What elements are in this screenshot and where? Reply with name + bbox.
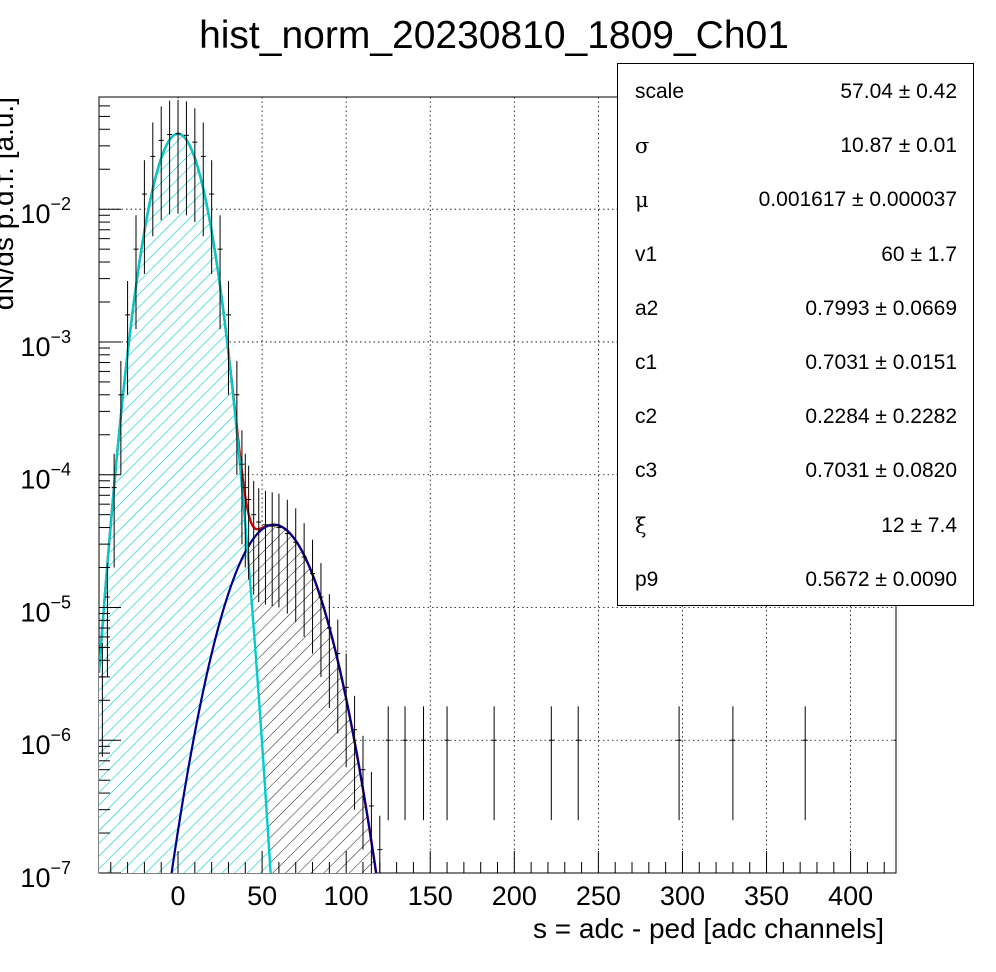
stats-param-name: c1	[635, 351, 658, 374]
stats-param-name: a2	[635, 296, 659, 320]
stats-row: a2 0.7993 ± 0.0669	[618, 282, 973, 336]
x-tick-label: 200	[492, 881, 537, 911]
x-tick-label: 0	[171, 881, 186, 911]
y-tick-label: 10−6	[20, 725, 71, 760]
y-tick-label: 10−3	[20, 327, 71, 362]
y-axis-label: dN/ds p.d.f. [a.u.]	[0, 97, 19, 310]
stats-param-name: c3	[635, 459, 658, 483]
y-tick-label: 10−4	[20, 460, 71, 495]
stats-param-name: p9	[635, 567, 659, 591]
chart-title: hist_norm_20230810_1809_Ch01	[199, 14, 789, 57]
x-axis-label: s = adc - ped [adc channels]	[533, 913, 884, 944]
stats-param-name: v1	[635, 242, 658, 266]
x-tick-label: 400	[828, 881, 873, 911]
x-tick-label: 300	[660, 881, 705, 911]
stats-param-name: σ	[635, 134, 650, 159]
y-tick-label: 10−7	[20, 858, 71, 893]
x-tick-label: 150	[408, 881, 453, 911]
stats-row: p9 0.5672 ± 0.0090	[618, 553, 973, 607]
stats-row: c1 0.7031 ± 0.0151	[618, 336, 973, 390]
stats-row: σ 10.87 ± 0.01	[618, 119, 973, 173]
stats-param-name: ξ	[635, 513, 647, 538]
stats-param-value: 0.001617 ± 0.000037	[758, 188, 957, 212]
stats-param-value: 10.87 ± 0.01	[840, 134, 957, 158]
stats-row: ξ 12 ± 7.4	[618, 499, 973, 553]
x-tick-label: 100	[324, 881, 369, 911]
pedestal-hatched-area	[99, 133, 271, 873]
stats-param-name: c2	[635, 405, 658, 429]
stats-row: scale 57.04 ± 0.42	[618, 65, 973, 119]
stats-param-value: 0.2284 ± 0.2282	[805, 405, 957, 429]
stats-row: c3 0.7031 ± 0.0820	[618, 444, 973, 498]
signal-fit-curve	[170, 523, 378, 873]
stats-row: v1 60 ± 1.7	[618, 228, 973, 282]
stats-row: μ 0.001617 ± 0.000037	[618, 173, 973, 227]
stats-param-value: 0.7993 ± 0.0669	[805, 296, 957, 320]
fit-stats-box: scale 57.04 ± 0.42 σ 10.87 ± 0.01 μ 0.001617 …	[617, 63, 974, 606]
stats-param-value: 0.7031 ± 0.0820	[805, 459, 957, 483]
stats-param-value: 12 ± 7.4	[881, 513, 957, 537]
stats-param-value: 57.04 ± 0.42	[840, 80, 957, 103]
stats-param-name: μ	[635, 188, 649, 213]
x-tick-label: 50	[247, 881, 277, 911]
stats-param-value: 0.7031 ± 0.0151	[805, 351, 957, 374]
y-tick-label: 10−2	[20, 194, 71, 229]
stats-param-name: scale	[635, 80, 685, 103]
x-tick-label: 350	[744, 881, 789, 911]
stats-param-value: 60 ± 1.7	[881, 242, 957, 266]
stats-param-value: 0.5672 ± 0.0090	[805, 567, 957, 591]
stats-row: c2 0.2284 ± 0.2282	[618, 390, 973, 444]
x-tick-label: 250	[576, 881, 621, 911]
y-tick-label: 10−5	[20, 592, 71, 627]
